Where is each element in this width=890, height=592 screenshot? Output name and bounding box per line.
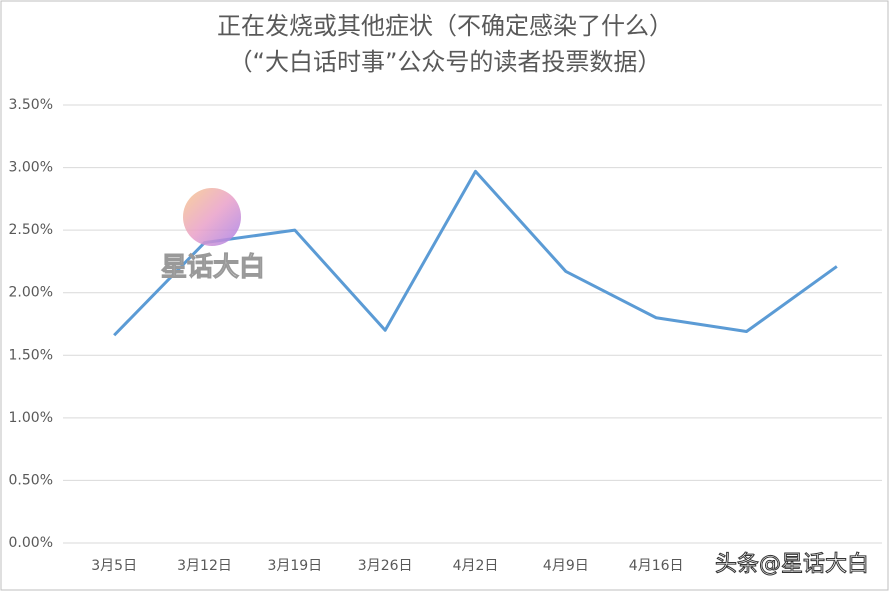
y-tick-label: 1.00% [9,410,53,426]
chart-title: 正在发烧或其他症状（不确定感染了什么） [217,12,673,40]
watermark: 星话大白 [161,252,265,283]
chart-subtitle: （“大白话时事”公众号的读者投票数据） [229,48,662,76]
y-tick-label: 3.00% [9,160,53,176]
y-tick-label: 0.00% [9,535,53,551]
y-tick-label: 0.50% [9,472,53,488]
y-tick-label: 2.50% [9,222,53,238]
y-tick-label: 2.00% [9,285,53,301]
x-tick-label: 4月9日 [543,558,589,574]
x-tick-label: 4月16日 [629,558,684,574]
line-series [113,169,838,337]
watermark-logo [183,188,241,246]
x-tick-label: 3月5日 [91,558,137,574]
watermark: 头条@星话大白 [715,552,869,577]
x-tick-label: 3月19日 [267,558,322,574]
x-tick-label: 3月26日 [358,558,413,574]
x-tick-label: 4月2日 [453,558,499,574]
y-tick-label: 3.50% [9,97,53,113]
y-tick-label: 1.50% [9,347,53,363]
x-tick-label: 3月12日 [177,558,232,574]
